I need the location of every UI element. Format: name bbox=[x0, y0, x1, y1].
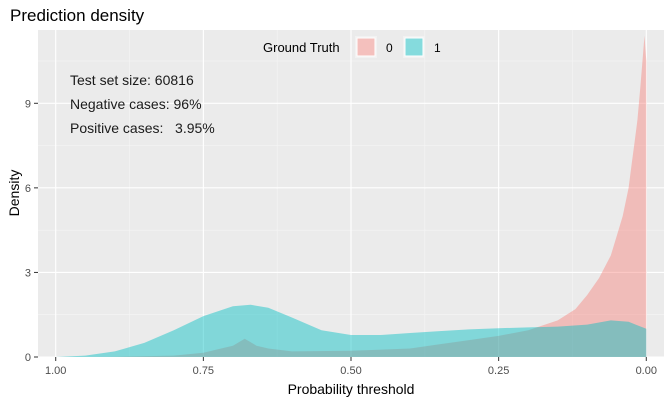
negative-cases-text: Negative cases: 96% bbox=[70, 96, 202, 112]
legend-swatch-1 bbox=[404, 37, 424, 57]
y-axis-label: Density bbox=[6, 170, 22, 217]
positive-cases-text: Positive cases: 3.95% bbox=[70, 120, 215, 136]
test-set-size-text: Test set size: 60816 bbox=[70, 72, 194, 88]
y-tick-label: 0 bbox=[25, 352, 31, 364]
legend-title: Ground Truth bbox=[263, 40, 340, 55]
density-area-1 bbox=[55, 304, 647, 357]
stats-annotation: Test set size: 60816 Negative cases: 96%… bbox=[70, 72, 215, 136]
x-axis-label: Probability threshold bbox=[288, 381, 415, 397]
legend: Ground Truth 0 1 bbox=[263, 36, 441, 58]
density-areas bbox=[55, 35, 647, 357]
legend-label-1: 1 bbox=[434, 41, 441, 55]
legend-key-1 bbox=[403, 36, 425, 58]
x-tick-label: 0.50 bbox=[340, 365, 361, 377]
y-tick-label: 3 bbox=[25, 267, 31, 279]
density-area-0 bbox=[55, 35, 647, 357]
y-tick-label: 6 bbox=[25, 183, 31, 195]
legend-label-0: 0 bbox=[386, 41, 393, 55]
legend-key-0 bbox=[355, 36, 377, 58]
x-tick-label: 1.00 bbox=[45, 365, 66, 377]
x-tick-label: 0.00 bbox=[636, 365, 657, 377]
y-tick-label: 9 bbox=[25, 98, 31, 110]
chart-title: Prediction density bbox=[10, 6, 145, 25]
x-tick-label: 0.25 bbox=[488, 365, 509, 377]
x-tick-label: 0.75 bbox=[193, 365, 214, 377]
axes: 1.00 0.75 0.50 0.25 0.00 0 3 6 9 bbox=[25, 98, 657, 377]
legend-swatch-0 bbox=[356, 37, 376, 57]
